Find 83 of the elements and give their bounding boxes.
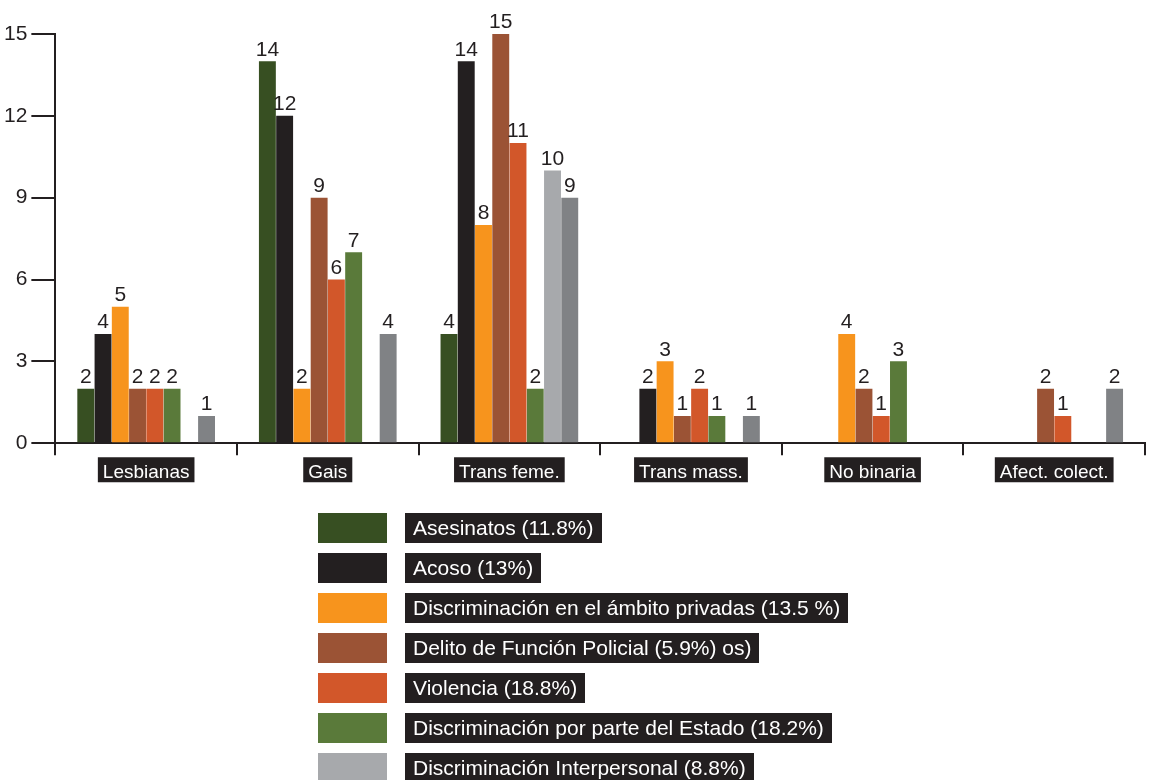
- legend-label: Discriminación Interpersonal (8.8%): [405, 753, 754, 780]
- data-label: 14: [454, 36, 479, 60]
- bar: [111, 306, 129, 443]
- legend-label: Discriminación por parte del Estado (18.2%): [405, 713, 832, 743]
- data-label: 2: [296, 363, 308, 387]
- y-tick-label: 9: [15, 184, 28, 208]
- y-tick-label: 15: [4, 20, 28, 44]
- bar: [440, 334, 458, 443]
- legend-label: Discriminación en el ámbito privadas (13.5 %): [405, 593, 849, 623]
- bar: [509, 143, 527, 443]
- legend-label: Violencia (18.8%): [405, 673, 586, 703]
- bar: [258, 61, 276, 443]
- x-tick-label: Afect. colect.: [999, 460, 1109, 482]
- data-label: 2: [1108, 363, 1121, 387]
- data-label: 2: [148, 363, 161, 387]
- bar: [855, 388, 873, 443]
- data-label: 1: [1056, 391, 1069, 415]
- data-label: 1: [711, 391, 723, 415]
- bar: [310, 197, 328, 443]
- data-label: 9: [563, 172, 576, 196]
- data-label: 4: [382, 309, 395, 333]
- y-tick-label: 0: [15, 430, 28, 453]
- legend-label: Acoso (13%): [405, 553, 542, 583]
- data-label: 14: [255, 36, 280, 60]
- x-tick-label: Lesbianas: [102, 460, 190, 482]
- data-label: 1: [200, 391, 213, 415]
- data-label: 9: [313, 172, 325, 196]
- data-label: 15: [489, 9, 513, 33]
- bar: [1054, 415, 1072, 443]
- data-label: 4: [840, 309, 853, 333]
- bar: [561, 197, 579, 443]
- bar: [293, 388, 311, 443]
- data-label: 10: [540, 145, 565, 169]
- bar: [129, 388, 146, 443]
- bar: [327, 279, 345, 443]
- data-label: 2: [131, 363, 144, 387]
- data-label: 2: [79, 363, 92, 387]
- data-label: 7: [347, 227, 360, 251]
- data-label: 1: [745, 391, 758, 415]
- bar: [890, 361, 907, 443]
- bar: [345, 252, 363, 443]
- x-tick-label: Gais: [308, 460, 348, 482]
- bar: [163, 388, 181, 443]
- bar: [673, 415, 691, 443]
- data-label: 2: [858, 363, 870, 387]
- y-tick-label: 6: [15, 266, 28, 290]
- data-label: 3: [892, 336, 905, 360]
- data-label: 2: [642, 363, 654, 387]
- data-label: 3: [659, 336, 671, 360]
- bar: [379, 334, 397, 443]
- data-label: 5: [114, 282, 127, 306]
- data-label: 4: [97, 309, 110, 333]
- x-tick-label: Trans feme.: [459, 460, 560, 482]
- bar: [492, 34, 510, 443]
- data-label: 6: [330, 254, 343, 278]
- bar: [691, 388, 709, 443]
- y-tick-label: 12: [4, 102, 28, 126]
- data-label: 8: [477, 200, 490, 224]
- data-label: 1: [875, 391, 888, 415]
- data-label: 1: [676, 391, 689, 415]
- bar: [526, 388, 544, 443]
- bar: [1106, 388, 1124, 443]
- data-label: 2: [529, 363, 542, 387]
- bar: [742, 415, 760, 443]
- bar: [544, 170, 561, 443]
- legend-label: Asesinatos (11.8%): [405, 513, 602, 543]
- bar: [1037, 388, 1055, 443]
- data-label: 2: [693, 363, 706, 387]
- bar: [656, 361, 674, 443]
- bar: [872, 415, 890, 443]
- bar: [77, 388, 95, 443]
- x-tick-label: Trans mass.: [639, 460, 743, 482]
- bar: [475, 224, 492, 443]
- x-tick-label: No binaria: [829, 460, 917, 482]
- data-label: 4: [443, 309, 456, 333]
- bar: [838, 334, 856, 443]
- data-label: 2: [1039, 363, 1052, 387]
- y-tick-label: 3: [15, 348, 28, 372]
- bar: [146, 388, 164, 443]
- bar: [708, 415, 726, 443]
- data-label: 2: [166, 363, 178, 387]
- legend-label: Delito de Función Policial (5.9%) os): [405, 633, 760, 663]
- bar: [198, 415, 215, 443]
